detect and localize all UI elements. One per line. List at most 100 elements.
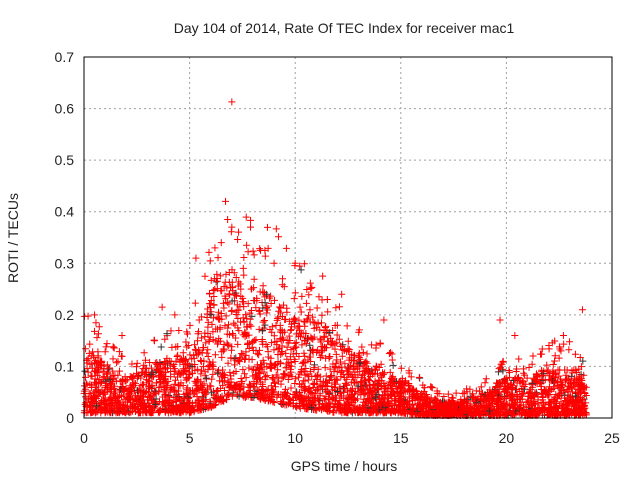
- data-point: [100, 373, 108, 381]
- data-point: [207, 382, 215, 390]
- data-point: [380, 408, 388, 416]
- data-point: [557, 347, 565, 355]
- data-point: [214, 387, 222, 395]
- data-point: [161, 408, 169, 416]
- data-point: [172, 357, 180, 365]
- data-point: [99, 373, 107, 381]
- data-point: [544, 410, 552, 418]
- data-point: [171, 380, 179, 388]
- data-point: [109, 394, 117, 402]
- data-point: [213, 396, 221, 404]
- data-point: [219, 397, 227, 405]
- data-point: [581, 389, 589, 397]
- data-point: [576, 388, 584, 396]
- data-point: [228, 346, 236, 354]
- data-point: [401, 386, 409, 394]
- data-point: [429, 410, 437, 418]
- data-point: [389, 405, 397, 413]
- data-point: [270, 332, 278, 340]
- data-point: [249, 247, 257, 255]
- data-point: [496, 393, 504, 401]
- data-point: [393, 406, 401, 414]
- data-point: [360, 395, 368, 403]
- data-point: [181, 368, 189, 376]
- data-point: [124, 387, 132, 395]
- data-point: [519, 389, 527, 397]
- data-point: [580, 371, 588, 379]
- data-point: [135, 405, 143, 413]
- data-point: [333, 331, 341, 339]
- data-point: [269, 389, 277, 397]
- data-point: [235, 392, 243, 400]
- data-point: [301, 336, 309, 344]
- data-point: [316, 354, 324, 362]
- data-point: [181, 356, 189, 364]
- data-point: [146, 391, 154, 399]
- data-point: [292, 316, 300, 324]
- data-point: [549, 360, 557, 368]
- data-point: [208, 389, 216, 397]
- data-point: [272, 383, 280, 391]
- x-tick-label: 5: [186, 430, 194, 446]
- data-point: [222, 312, 230, 320]
- data-point: [228, 297, 236, 305]
- data-point: [335, 303, 343, 311]
- data-point: [361, 367, 369, 375]
- data-point: [337, 358, 345, 366]
- data-point: [331, 345, 339, 353]
- data-point: [131, 395, 139, 403]
- data-point: [207, 403, 215, 411]
- data-point: [223, 339, 231, 347]
- data-point: [408, 392, 416, 400]
- data-point: [201, 333, 209, 341]
- data-point: [359, 404, 367, 412]
- data-point: [448, 396, 456, 404]
- data-point: [306, 341, 314, 349]
- data-point: [304, 334, 312, 342]
- x-tick-label: 20: [499, 430, 515, 446]
- peak-point: [306, 306, 314, 314]
- data-point: [175, 327, 183, 335]
- data-point: [244, 340, 252, 348]
- data-point: [216, 324, 224, 332]
- data-point: [343, 398, 351, 406]
- data-point: [255, 325, 263, 333]
- data-point: [155, 409, 163, 417]
- data-point: [550, 411, 558, 419]
- data-point: [399, 408, 407, 416]
- data-point: [224, 324, 232, 332]
- data-point: [215, 314, 223, 322]
- data-point: [311, 372, 319, 380]
- data-point: [421, 391, 429, 399]
- peak-point: [291, 259, 299, 267]
- data-point: [315, 400, 323, 408]
- data-point: [92, 319, 100, 327]
- data-point: [440, 402, 448, 410]
- data-point: [334, 401, 342, 409]
- data-point: [428, 384, 436, 392]
- data-point: [332, 304, 340, 312]
- data-point: [294, 373, 302, 381]
- data-point: [312, 324, 320, 332]
- data-point: [517, 395, 525, 403]
- data-point: [574, 405, 582, 413]
- data-point: [298, 292, 306, 300]
- data-point: [260, 395, 268, 403]
- data-point: [273, 316, 281, 324]
- chart-title: Day 104 of 2014, Rate Of TEC Index for r…: [174, 20, 515, 36]
- data-point: [346, 354, 354, 362]
- data-point: [511, 404, 519, 412]
- data-point: [206, 401, 214, 409]
- data-point: [264, 348, 272, 356]
- data-point: [94, 330, 102, 338]
- data-point: [280, 301, 288, 309]
- data-point: [206, 304, 214, 312]
- data-point: [407, 373, 415, 381]
- data-point: [315, 293, 323, 301]
- data-point: [174, 351, 182, 359]
- data-point: [301, 404, 309, 412]
- data-point: [389, 376, 397, 384]
- data-point: [241, 370, 249, 378]
- data-point: [302, 340, 310, 348]
